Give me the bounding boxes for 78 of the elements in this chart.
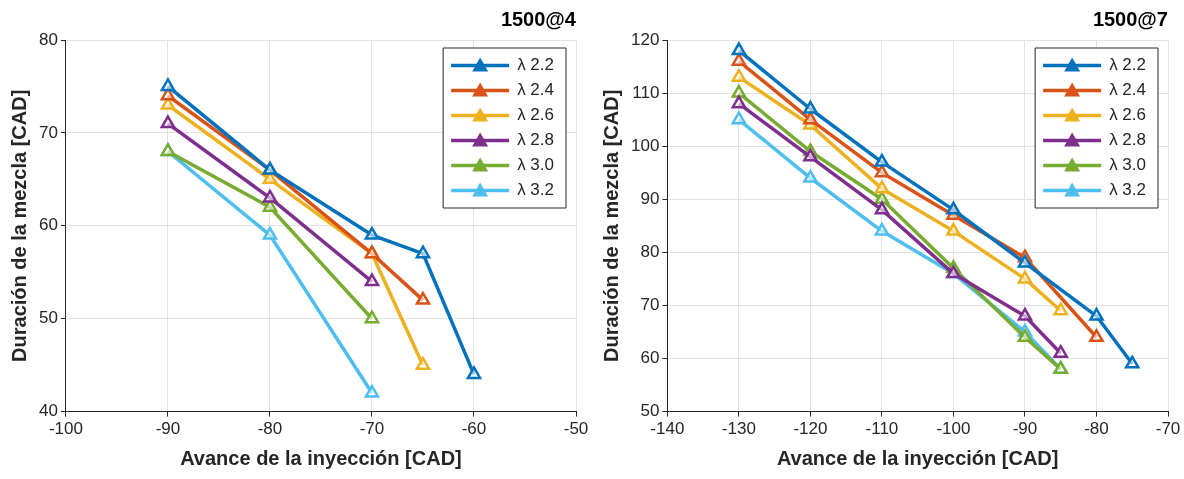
point	[364, 226, 380, 240]
y-tick-label: 60	[38, 215, 58, 235]
y-tick-label: 120	[630, 29, 660, 49]
point	[364, 310, 380, 324]
y-tick-label: 40	[38, 401, 58, 421]
x-tick-label: -90	[1012, 419, 1038, 439]
x-tick-label: -120	[793, 419, 828, 439]
y-tick-label: 80	[640, 242, 660, 262]
x-tick-label: -140	[650, 419, 685, 439]
y-axis-title: Duración de la mezcla [CAD]	[7, 89, 30, 362]
point	[803, 148, 818, 162]
x-tick-label: -100	[48, 419, 83, 439]
point	[262, 189, 278, 203]
x-axis-title: Avance de la inyección [CAD]	[180, 446, 462, 469]
point	[731, 42, 747, 56]
point	[946, 222, 961, 236]
point	[731, 111, 747, 125]
legend-label: λ 3.0	[517, 155, 554, 175]
chart-title: 1500@4	[500, 7, 577, 30]
legend-label: λ 3.2	[517, 180, 554, 200]
point	[1017, 307, 1033, 321]
point	[874, 180, 890, 194]
legend-label: λ 2.4	[1109, 80, 1146, 100]
x-tick-label: -60	[461, 419, 487, 439]
y-tick-label: 100	[630, 135, 660, 155]
y-tick-label: 80	[38, 29, 58, 49]
point	[874, 201, 890, 215]
point	[1089, 329, 1104, 343]
legend-label: λ 3.0	[1109, 155, 1146, 175]
point	[874, 153, 890, 167]
point	[415, 291, 431, 305]
point	[946, 201, 961, 215]
legend-label: λ 2.2	[1109, 55, 1146, 75]
legend-label: λ 2.8	[1109, 130, 1146, 150]
x-tick-label: -80	[1084, 419, 1109, 439]
point	[1089, 307, 1104, 321]
point	[466, 366, 482, 380]
point	[415, 245, 431, 259]
legend-label: λ 3.2	[1109, 180, 1146, 200]
point	[1017, 329, 1033, 343]
point	[803, 169, 818, 183]
point	[731, 84, 747, 98]
legend-label: λ 2.8	[517, 130, 554, 150]
x-tick-label: -90	[155, 419, 181, 439]
point	[1017, 270, 1033, 284]
point	[364, 273, 380, 287]
legend-label: λ 2.6	[517, 105, 554, 125]
point	[803, 100, 818, 114]
legend-label: λ 2.4	[517, 80, 554, 100]
y-tick-label: 50	[640, 401, 660, 421]
x-tick-label: -100	[936, 419, 971, 439]
y-tick-label: 90	[640, 188, 660, 208]
y-tick-label: 110	[632, 82, 660, 102]
point	[1017, 254, 1033, 268]
point	[160, 78, 176, 92]
legend-label: λ 2.2	[517, 55, 554, 75]
point	[160, 115, 176, 129]
y-tick-label: 70	[640, 295, 660, 315]
x-tick-label: -70	[359, 419, 385, 439]
point	[731, 95, 747, 109]
x-tick-label: -110	[865, 419, 899, 439]
y-axis-title: Duración de la mezcla [CAD]	[599, 89, 622, 362]
point	[874, 222, 890, 236]
x-tick-label: -80	[257, 419, 283, 439]
x-tick-label: -50	[563, 419, 589, 439]
chart-title: 1500@7	[1092, 7, 1168, 30]
y-tick-label: 70	[38, 122, 58, 142]
y-tick-label: 50	[38, 308, 58, 328]
legend-label: λ 2.6	[1109, 105, 1146, 125]
point	[1053, 344, 1069, 358]
point	[1053, 302, 1069, 316]
y-tick-label: 60	[640, 348, 660, 368]
point	[1124, 355, 1140, 369]
point	[731, 68, 747, 82]
x-tick-label: -70	[1155, 419, 1181, 439]
x-tick-label: -130	[721, 419, 756, 439]
x-axis-title: Avance de la inyección [CAD]	[776, 446, 1059, 469]
point	[415, 356, 431, 370]
